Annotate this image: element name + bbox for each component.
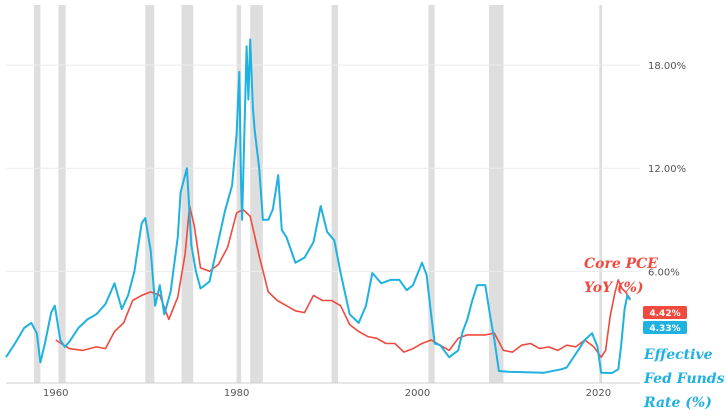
fedfunds-annotation-line-2: Rate (%) <box>643 395 712 411</box>
recession-band-3 <box>181 5 194 383</box>
last-value-badge-1 <box>643 321 687 334</box>
x-tick-label-1: 1980 <box>224 388 249 399</box>
series-line-0 <box>55 205 631 359</box>
recession-band-6 <box>331 5 338 383</box>
fedfunds-annotation-line-0: Effective <box>643 347 713 363</box>
recession-band-8 <box>488 5 504 383</box>
pce-annotation-line-1: YoY (%) <box>584 280 644 296</box>
x-tick-label-3: 2020 <box>586 388 611 399</box>
gridlines <box>6 64 640 384</box>
last-value-label-0: 4.42% <box>649 309 680 319</box>
x-tick-label-0: 1960 <box>43 388 68 399</box>
y-tick-label-1: 12.00% <box>648 164 686 175</box>
series-lines <box>5 38 631 374</box>
fedfunds-annotation-line-1: Fed Funds <box>643 371 725 387</box>
recession-band-4 <box>236 5 242 383</box>
pce-annotation-line-0: Core PCE <box>584 256 658 272</box>
recession-band-9 <box>599 5 603 383</box>
recession-band-0 <box>34 5 41 383</box>
recession-band-1 <box>58 5 66 383</box>
series-line-1 <box>5 38 631 374</box>
x-tick-label-2: 2000 <box>405 388 430 399</box>
last-value-label-1: 4.33% <box>649 324 680 334</box>
last-value-badge-0 <box>643 306 687 319</box>
last-value-badges: 4.42% 4.33% <box>643 306 687 334</box>
recession-band-2 <box>145 5 155 383</box>
axis-ticks: 1960 1980 2000 2020 6.00% 12.00% 18.00% <box>43 61 686 399</box>
recession-band-7 <box>428 5 435 383</box>
series-annotations: Core PCE YoY (%) Effective Fed Funds Rate (%… <box>584 256 725 411</box>
y-tick-label-0: 6.00% <box>648 267 680 278</box>
y-tick-label-2: 18.00% <box>648 61 686 72</box>
